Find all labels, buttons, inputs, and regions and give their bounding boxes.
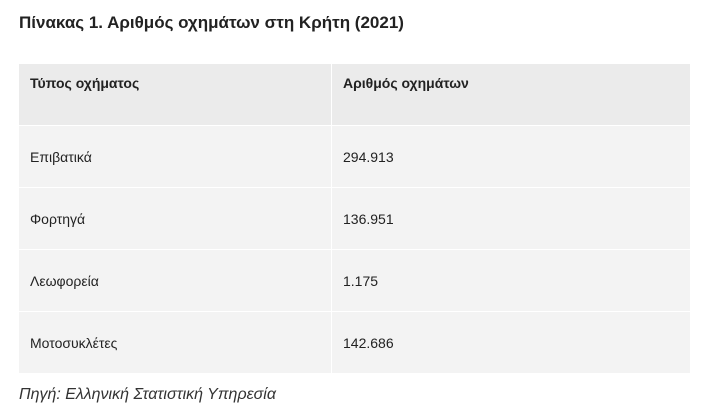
table-row: Φορτηγά 136.951: [19, 187, 690, 250]
header-cell: Τύπος οχήματος: [19, 64, 332, 126]
header-cell: Αριθμός οχημάτων: [331, 64, 690, 126]
table-cell: Φορτηγά: [19, 187, 332, 250]
table-row: Μοτοσυκλέτες 142.686: [19, 311, 690, 374]
header-row: Τύπος οχήματος Αριθμός οχημάτων: [19, 64, 690, 126]
source-note: Πηγή: Ελληνική Στατιστική Υπηρεσία: [19, 386, 276, 403]
table-cell: Μοτοσυκλέτες: [19, 311, 332, 374]
table-cell: 1.175: [331, 249, 690, 312]
table-row: Επιβατικά 294.913: [19, 125, 690, 188]
table-cell: 142.686: [331, 311, 690, 374]
table-row: Λεωφορεία 1.175: [19, 249, 690, 312]
table-cell: Λεωφορεία: [19, 249, 332, 312]
table-cell: 136.951: [331, 187, 690, 250]
vehicle-table: Τύπος οχήματος Αριθμός οχημάτων Επιβατικ…: [19, 64, 690, 374]
table-title: Πίνακας 1. Αριθμός οχημάτων στη Κρήτη (2…: [19, 13, 404, 32]
table-cell: 294.913: [331, 125, 690, 188]
table-cell: Επιβατικά: [19, 125, 332, 188]
